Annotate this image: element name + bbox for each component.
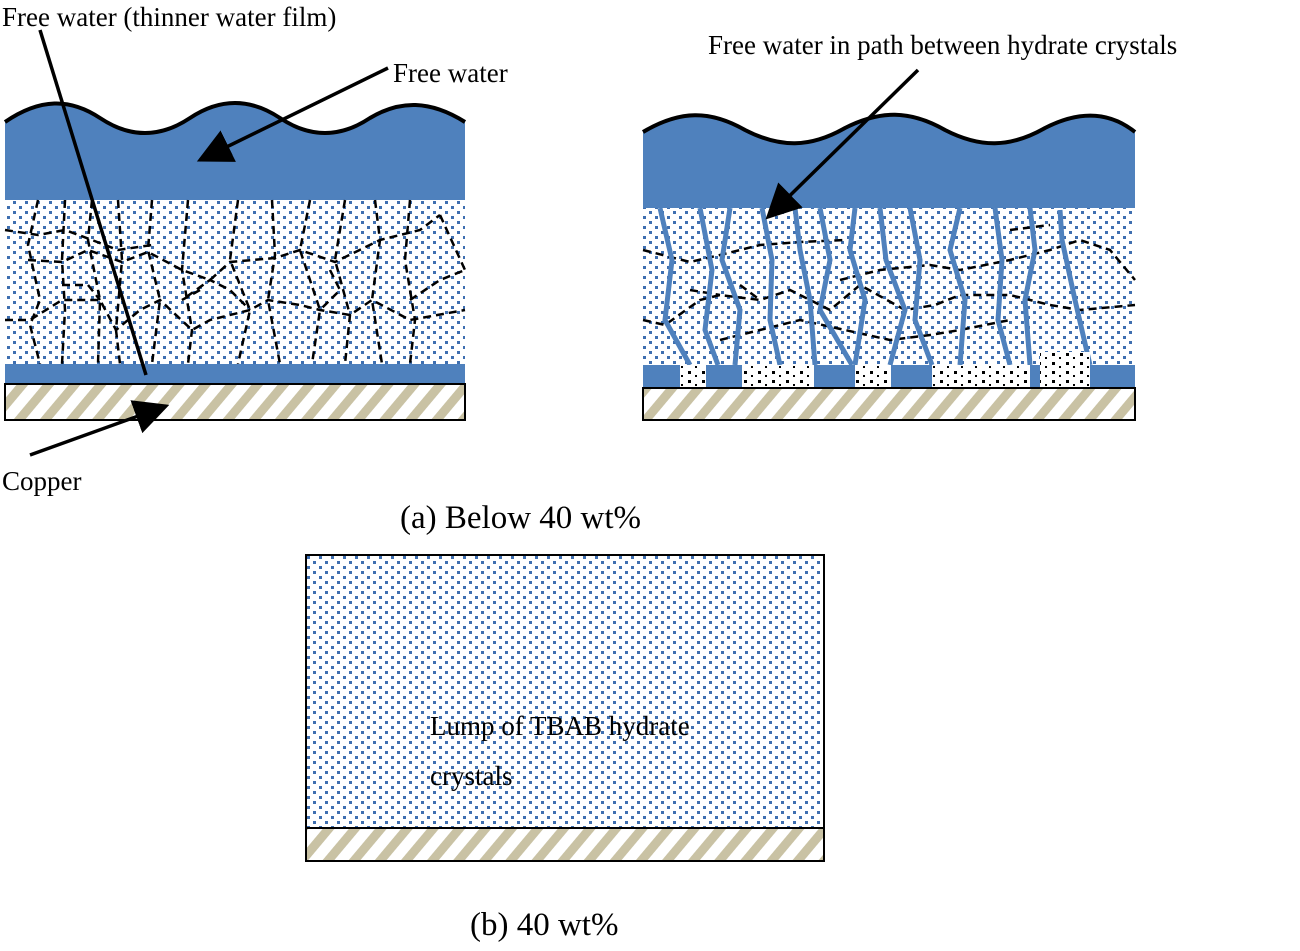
crystal-boundaries xyxy=(4,199,467,365)
panel-b xyxy=(305,554,825,862)
tbab-hydrate-lump xyxy=(305,554,825,829)
label-lump-line1: Lump of TBAB hydrate xyxy=(430,711,690,741)
label-free-water-thin-film: Free water (thinner water film) xyxy=(2,2,336,32)
copper-plate xyxy=(4,383,466,421)
path-water-arrow xyxy=(765,68,920,220)
water-film-gaps xyxy=(643,352,1135,388)
water-surface-line-right xyxy=(641,112,1137,146)
arrows xyxy=(29,29,920,457)
thin-water-film xyxy=(5,364,465,384)
caption-a: (a) Below 40 wt% xyxy=(400,500,641,536)
copper-arrow xyxy=(29,400,170,457)
free-water-arrow xyxy=(196,66,389,162)
water-paths xyxy=(657,207,1093,367)
copper-plate-right xyxy=(642,387,1136,421)
caption-b: (b) 40 wt% xyxy=(470,907,618,943)
label-copper: Copper xyxy=(2,466,81,496)
free-water-layer-right xyxy=(643,114,1135,208)
panel-a-right xyxy=(641,112,1137,421)
thin-film-pointer-line xyxy=(38,29,148,376)
label-free-water-path: Free water in path between hydrate cryst… xyxy=(708,30,1177,60)
label-free-water: Free water xyxy=(393,58,508,88)
label-lump-line2: crystals xyxy=(430,761,512,791)
water-surface-line xyxy=(3,101,467,135)
panel-a-left xyxy=(3,101,467,421)
free-water-layer xyxy=(5,103,465,200)
hydrate-crystal-layer xyxy=(5,200,465,364)
copper-plate-b xyxy=(305,827,825,862)
